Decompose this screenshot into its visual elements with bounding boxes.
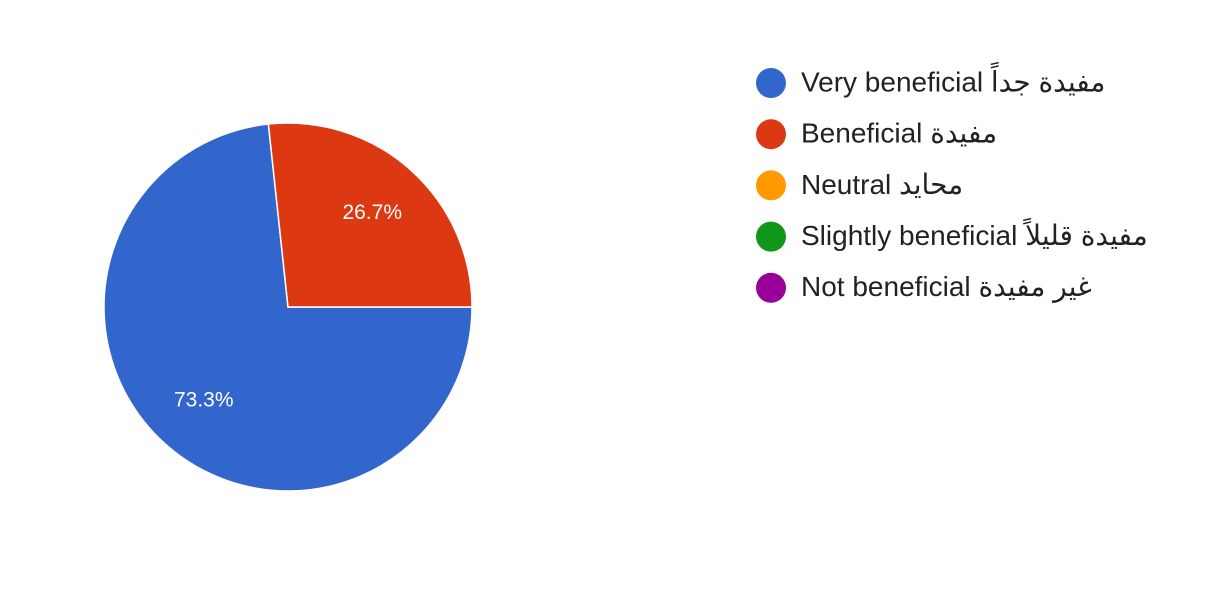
legend-marker bbox=[756, 68, 786, 98]
legend-marker bbox=[756, 119, 786, 150]
data-label: 73.3% bbox=[174, 388, 234, 411]
legend-label: Very beneficial مفيدة جداً bbox=[801, 61, 1105, 97]
legend-label: Not beneficial غير مفيدة bbox=[801, 271, 1092, 303]
legend-marker bbox=[756, 170, 786, 201]
legend-label: Neutral محايد bbox=[801, 169, 963, 200]
legend-marker bbox=[756, 221, 786, 252]
pie-slice bbox=[267, 122, 473, 308]
legend-label: Slightly beneficial مفيدة قليلاً bbox=[801, 217, 1148, 251]
legend-label: Beneficial مفيدة bbox=[801, 118, 997, 149]
data-label: 26.7% bbox=[342, 201, 402, 224]
legend-marker bbox=[756, 272, 786, 303]
